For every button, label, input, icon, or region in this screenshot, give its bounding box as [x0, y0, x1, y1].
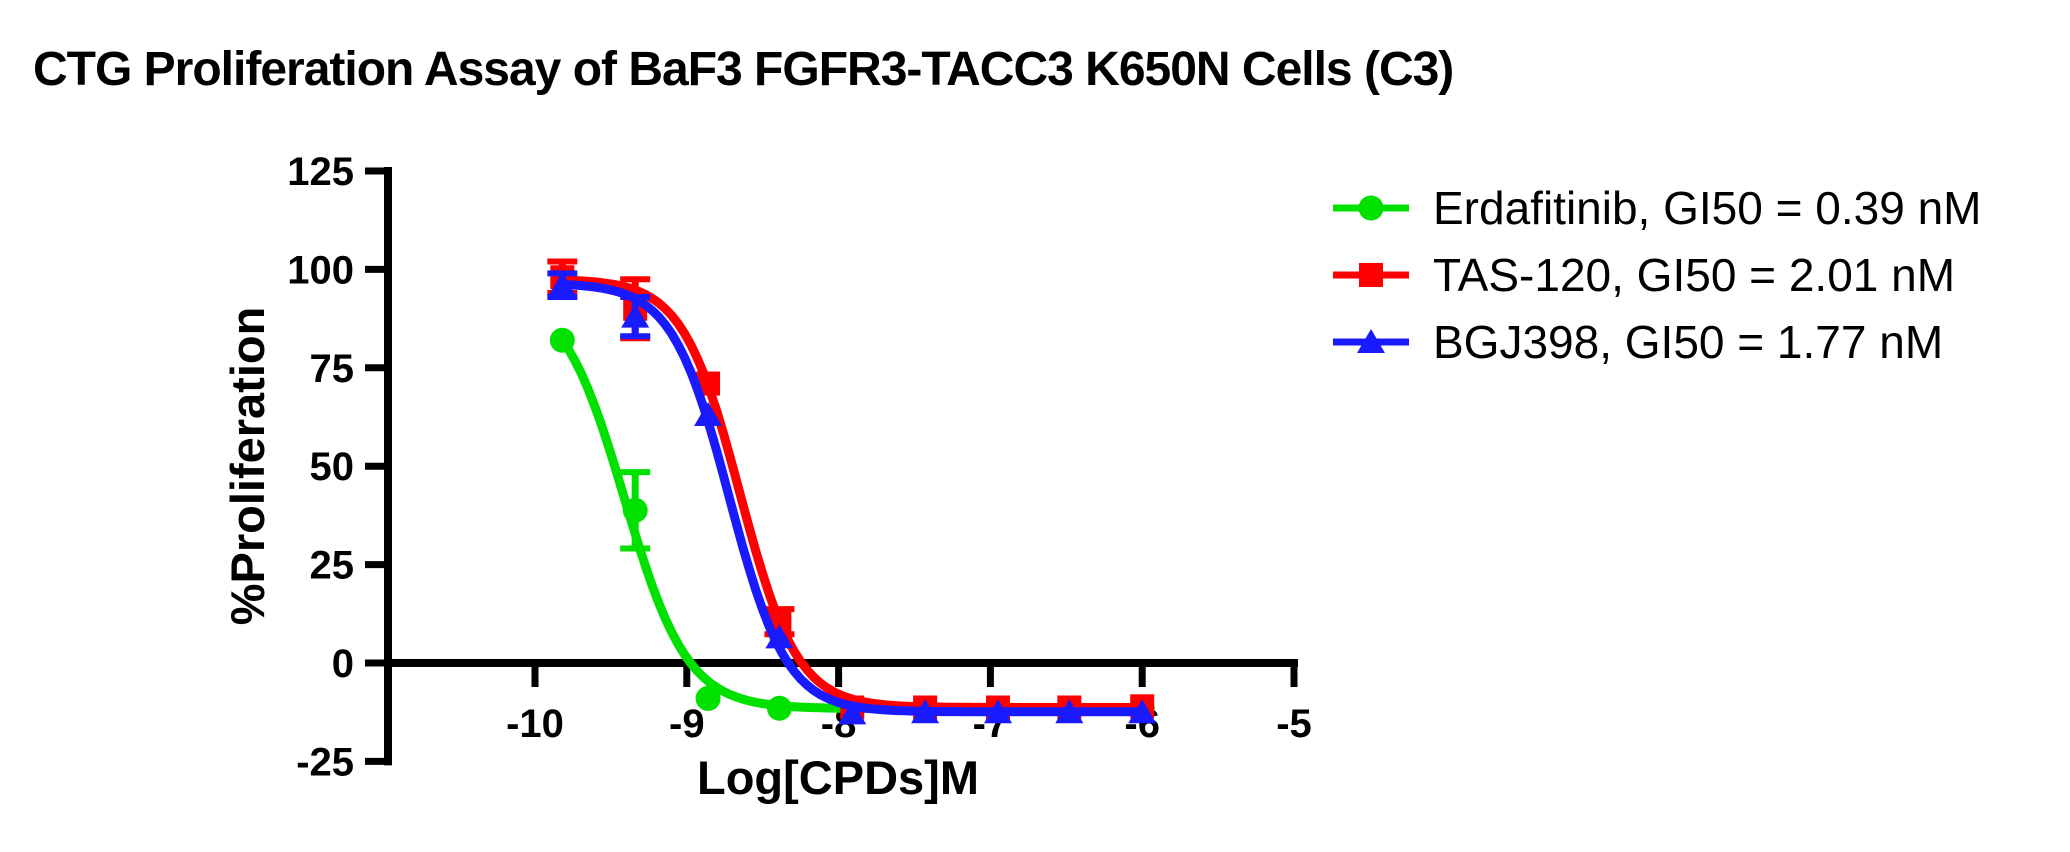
bgj398-point [983, 699, 1012, 724]
bgj398-point [548, 272, 577, 297]
erdafitinib-curve [557, 335, 1147, 714]
x-axis-title: Log[CPDs]M [697, 751, 979, 804]
erdafitinib-point [622, 497, 648, 523]
bgj398-point [694, 402, 723, 427]
tas-120-square-marker-icon [1333, 262, 1409, 287]
erdafitinib-point [766, 695, 792, 721]
bgj398-point [911, 699, 940, 724]
legend: Erdafitinib, GI50 = 0.39 nM TAS-120, GI5… [1333, 174, 1981, 375]
tas-120-curve [557, 275, 1147, 712]
y-tick-label: 75 [310, 347, 355, 391]
bgj398-point [1055, 699, 1084, 724]
y-tick-label: 100 [287, 248, 354, 292]
x-tick-label: -10 [506, 702, 564, 746]
tas-120-legend-marker [1359, 262, 1383, 287]
legend-item-erdafitinib: Erdafitinib, GI50 = 0.39 nM [1333, 174, 1981, 241]
bgj398-curve [557, 279, 1147, 717]
erdafitinib-point [549, 327, 575, 353]
bgj398-legend-marker [1357, 328, 1385, 353]
erdafitinib-circle-marker-icon [1333, 195, 1409, 220]
erdafitinib-legend-marker [1358, 195, 1384, 220]
y-tick-label: 25 [310, 544, 355, 588]
legend-label-bgj398: BGJ398, GI50 = 1.77 nM [1433, 315, 1944, 368]
x-tick-label: -9 [669, 702, 705, 746]
bgj398-point [621, 303, 650, 328]
bgj398-point [838, 700, 867, 725]
y-tick-label: -25 [296, 740, 354, 784]
bgj398-point [1128, 699, 1157, 724]
y-tick-label: 125 [287, 150, 354, 194]
bgj398-point [765, 624, 794, 649]
series-layer [547, 258, 1157, 725]
y-tick-label: 50 [310, 445, 355, 489]
y-tick-label: 0 [332, 642, 354, 686]
erdafitinib-point [695, 685, 721, 711]
bgj398-series [547, 270, 1157, 725]
legend-label-erdafitinib: Erdafitinib, GI50 = 0.39 nM [1433, 181, 1982, 234]
x-tick-label: -5 [1276, 702, 1312, 746]
bgj398-triangle-marker-icon [1333, 328, 1409, 353]
legend-item-bgj398: BGJ398, GI50 = 1.77 nM [1333, 308, 1981, 375]
y-axis-title: %Proliferation [221, 307, 274, 626]
legend-item-tas-120: TAS-120, GI50 = 2.01 nM [1333, 241, 1981, 308]
chart-title: CTG Proliferation Assay of BaF3 FGFR3-TA… [33, 43, 1454, 96]
legend-label-tas-120: TAS-120, GI50 = 2.01 nM [1433, 248, 1956, 301]
